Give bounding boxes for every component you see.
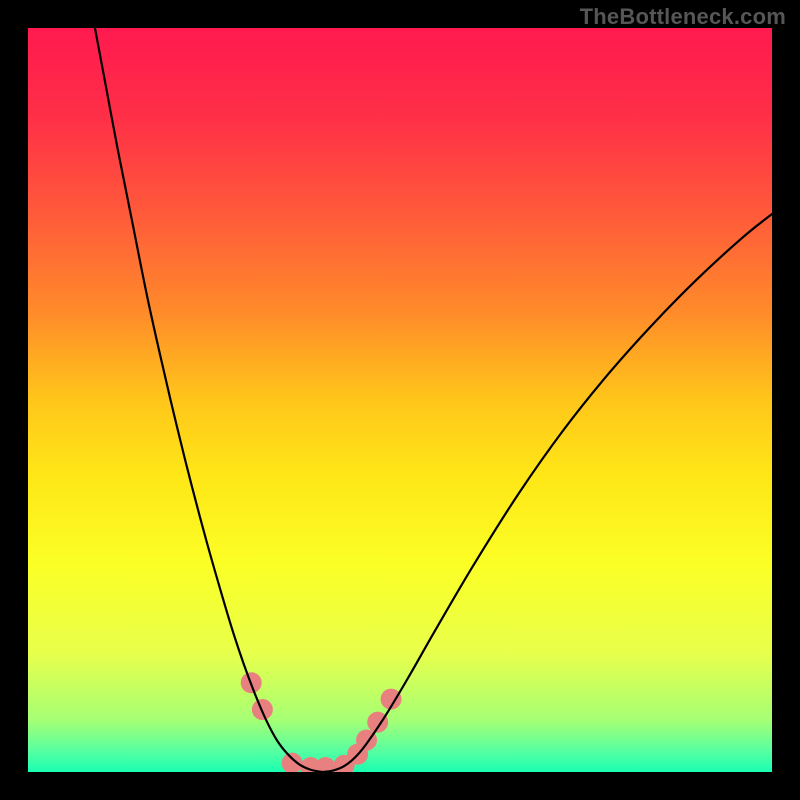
watermark-text: TheBottleneck.com [580,4,786,30]
gradient-background [28,28,772,772]
marker-dot [282,753,303,774]
bottleneck-chart [0,0,800,800]
marker-dot [315,757,336,778]
chart-frame: TheBottleneck.com [0,0,800,800]
